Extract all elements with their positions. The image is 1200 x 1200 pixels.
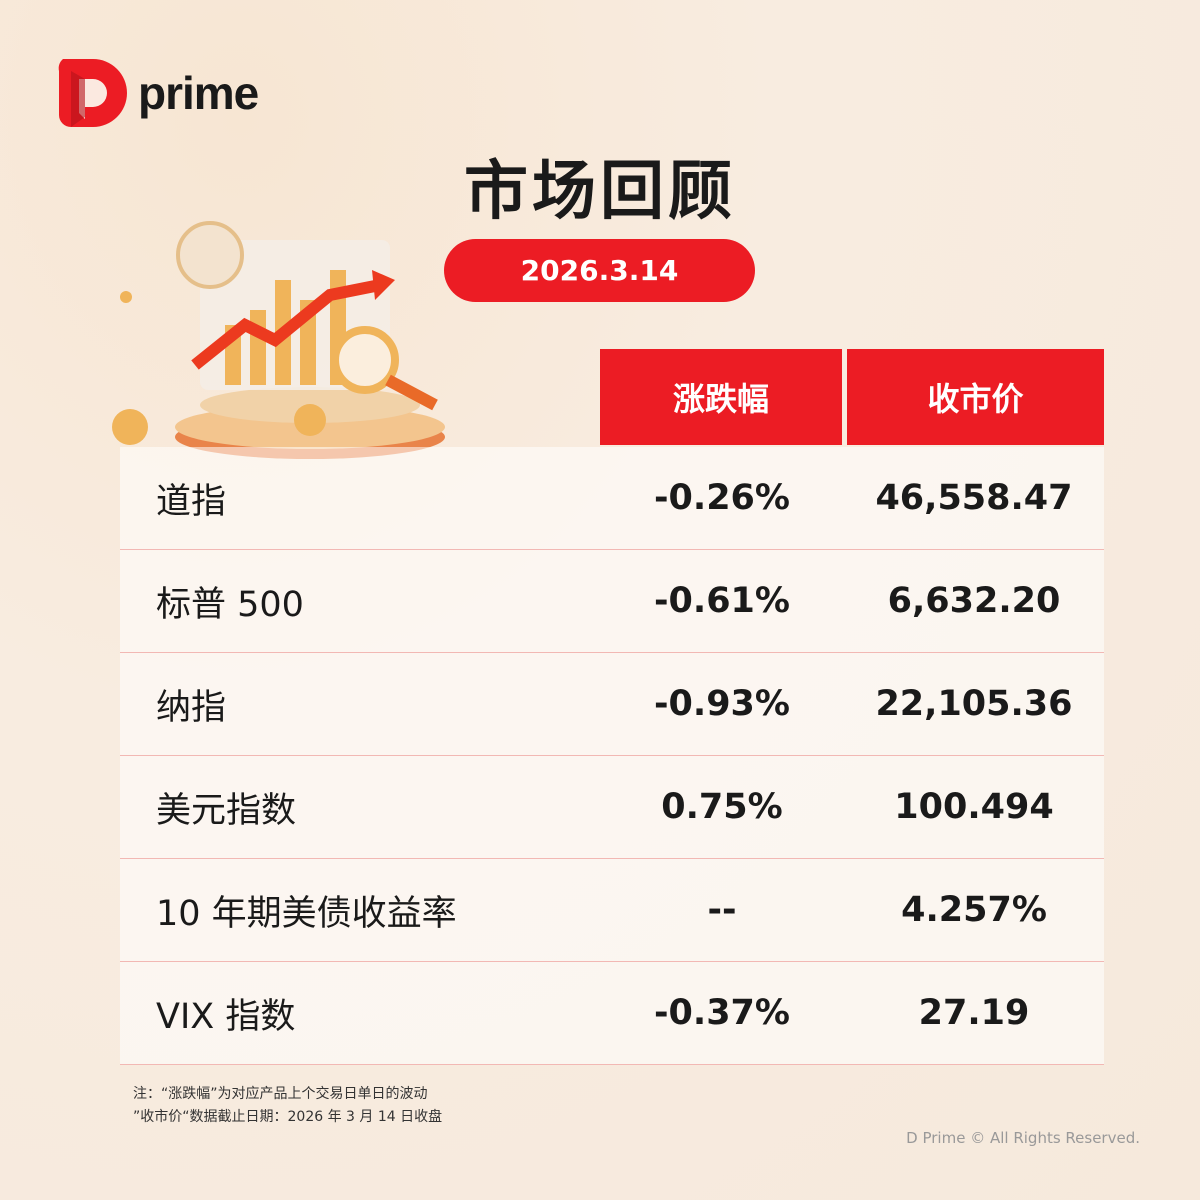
table-row: 美元指数 0.75% 100.494 [120,756,1104,859]
table-row: VIX 指数 -0.37% 27.19 [120,962,1104,1065]
d-prime-logo [58,59,127,127]
change-value: -0.26% [654,478,790,518]
table-row: 10 年期美债收益率 -- 4.257% [120,859,1104,962]
instrument-name: 美元指数 [156,790,297,831]
change-value: -0.61% [654,581,790,621]
close-value: 46,558.47 [875,478,1073,518]
logo-text: prime [138,67,259,119]
instrument-name: 10 年期美债收益率 [156,893,457,934]
change-value: 0.75% [661,787,783,827]
table-row: 纳指 -0.93% 22,105.36 [120,653,1104,756]
chart-illustration [112,221,445,459]
close-value: 6,632.20 [887,581,1061,621]
table-row: 道指 -0.26% 46,558.47 [120,447,1104,550]
footnote: 注：“涨跌幅”为对应产品上个交易日单日的波动 ”收市价“数据截止日期：2026 … [133,1083,442,1129]
instrument-name: 标普 500 [156,584,304,625]
table-row: 标普 500 -0.61% 6,632.20 [120,550,1104,653]
footnote-line: 注：“涨跌幅”为对应产品上个交易日单日的波动 [133,1086,428,1102]
close-value: 100.494 [894,787,1054,827]
change-value: -0.37% [654,993,790,1033]
copyright: D Prime © All Rights Reserved. [906,1129,1140,1147]
page-title: 市场回顾 [464,155,736,229]
instrument-name: 道指 [156,481,227,522]
footnote-line: ”收市价“数据截止日期：2026 年 3 月 14 日收盘 [133,1109,443,1125]
market-table: 道指 -0.26% 46,558.47 标普 500 -0.61% 6,632.20 纳指 -… [120,447,1104,1065]
instrument-name: VIX 指数 [156,996,296,1037]
close-value: 22,105.36 [875,684,1073,724]
header-close: 收市价 [847,349,1104,445]
close-value: 4.257% [901,890,1047,930]
close-value: 27.19 [918,993,1030,1033]
instrument-name: 纳指 [156,687,227,728]
header-change: 涨跌幅 [600,349,842,445]
date-badge: 2026.3.14 [444,239,755,302]
change-value: -- [707,890,737,930]
change-value: -0.93% [654,684,790,724]
